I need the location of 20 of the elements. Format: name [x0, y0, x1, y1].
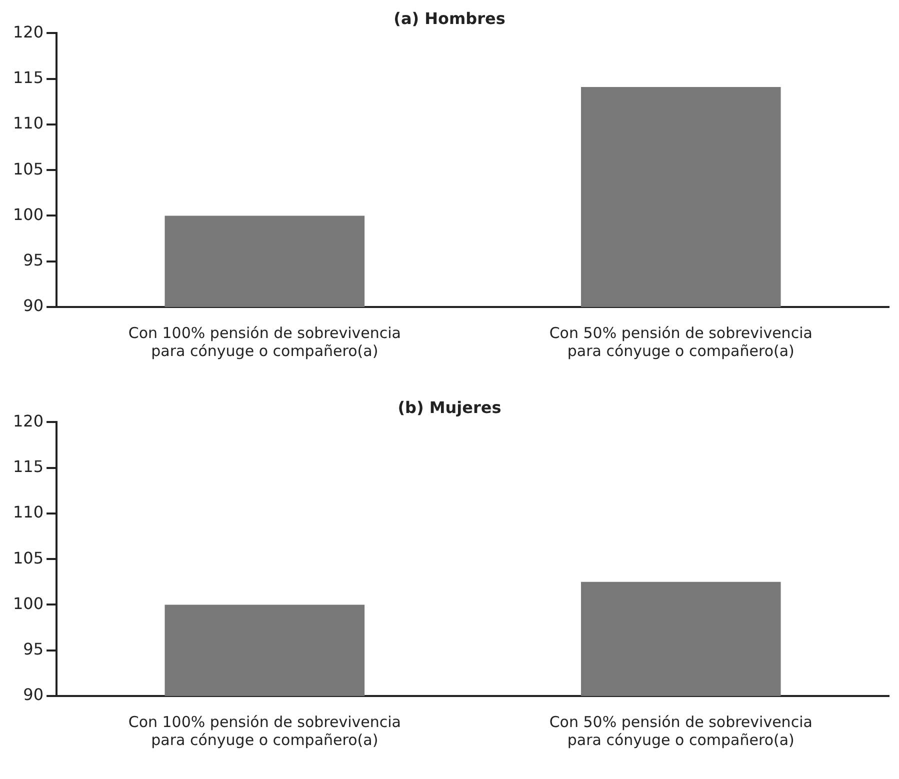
chart-title: (b) Mujeres [398, 398, 502, 417]
y-tick-label: 100 [12, 204, 44, 224]
y-tick-label: 95 [23, 250, 44, 270]
y-tick-label: 110 [12, 502, 44, 522]
y-tick-label: 120 [12, 22, 44, 42]
x-tick-label: Con 50% pensión de sobrevivencia para cónyuge o compañero(a) [549, 712, 812, 749]
y-tick-label: 115 [12, 68, 44, 87]
y-tick-label: 95 [23, 640, 44, 659]
chart-title: (a) Hombres [394, 8, 506, 28]
y-tick-label: 100 [12, 594, 44, 613]
y-tick-label: 120 [12, 411, 44, 430]
y-tick-label: 115 [12, 456, 44, 476]
x-tick-label: Con 100% pensión de sobrevivencia para cónyuge o compañero(a) [128, 712, 401, 749]
x-tick-label: Con 100% pensión de sobrevivencia para cónyuge o compañero(a) [128, 324, 401, 360]
y-tick-label: 110 [12, 114, 44, 133]
y-tick-label: 105 [12, 548, 44, 568]
y-tick-label: 90 [23, 685, 44, 704]
x-tick-label: Con 50% pensión de sobrevivencia para cónyuge o compañero(a) [549, 324, 812, 360]
y-tick-label: 90 [23, 296, 44, 316]
y-tick-label: 105 [12, 159, 44, 178]
